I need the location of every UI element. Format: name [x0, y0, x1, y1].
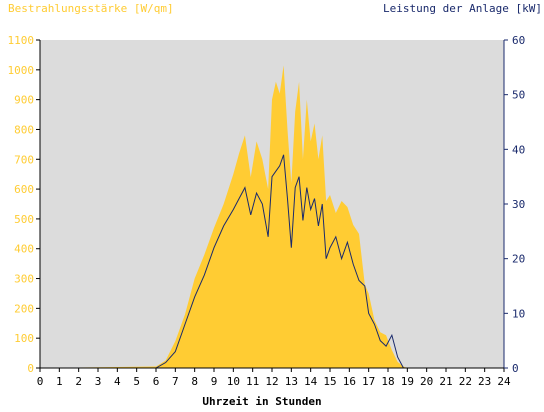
- x-tick-label: 17: [362, 375, 375, 388]
- right-tick-label: 10: [512, 307, 525, 320]
- left-tick-label: 300: [14, 273, 34, 286]
- left-tick-label: 700: [14, 153, 34, 166]
- x-tick-label: 2: [75, 375, 82, 388]
- left-tick-label: 500: [14, 213, 34, 226]
- left-tick-label: 200: [14, 302, 34, 315]
- power-line: [40, 154, 504, 369]
- right-tick-label: 0: [512, 362, 519, 375]
- x-tick-label: 23: [478, 375, 491, 388]
- x-tick-label: 19: [401, 375, 414, 388]
- left-tick-label: 1000: [8, 64, 35, 77]
- x-tick-label: 22: [459, 375, 472, 388]
- x-tick-label: 4: [114, 375, 121, 388]
- x-tick-label: 6: [153, 375, 160, 388]
- left-axis-title: Bestrahlungsstärke [W/qm]: [8, 2, 174, 15]
- left-tick-label: 400: [14, 243, 34, 256]
- left-tick-label: 800: [14, 123, 34, 136]
- left-tick-label: 0: [27, 362, 34, 375]
- right-tick-label: 30: [512, 198, 525, 211]
- ticks-layer: 0 1 2 3 4 5 6 7 8 9 10 11 12 13 14 15 16 17 18 19 20 21 22 23 24…: [8, 34, 526, 388]
- x-tick-label: 13: [285, 375, 298, 388]
- x-tick-label: 1: [56, 375, 63, 388]
- x-tick-label: 3: [95, 375, 102, 388]
- x-axis-title: Uhrzeit in Stunden: [202, 395, 321, 408]
- left-tick-label: 900: [14, 94, 34, 107]
- left-tick-label: 1100: [8, 34, 35, 47]
- x-tick-label: 8: [191, 375, 198, 388]
- right-tick-label: 40: [512, 143, 525, 156]
- x-tick-label: 20: [420, 375, 433, 388]
- x-tick-label: 11: [246, 375, 259, 388]
- x-tick-label: 5: [133, 375, 140, 388]
- x-tick-label: 21: [439, 375, 452, 388]
- x-tick-label: 7: [172, 375, 179, 388]
- x-tick-label: 12: [265, 375, 278, 388]
- right-axis-title: Leistung der Anlage [kW]: [383, 2, 542, 15]
- x-tick-label: 16: [343, 375, 356, 388]
- left-tick-label: 600: [14, 183, 34, 196]
- x-tick-label: 14: [304, 375, 318, 388]
- right-tick-label: 50: [512, 89, 525, 102]
- right-tick-label: 60: [512, 34, 525, 47]
- x-tick-label: 9: [211, 375, 218, 388]
- series-layer: [40, 65, 504, 369]
- irradiance-area: [40, 65, 504, 368]
- left-tick-label: 100: [14, 332, 34, 345]
- x-tick-label: 24: [497, 375, 511, 388]
- x-tick-label: 15: [323, 375, 336, 388]
- x-tick-label: 10: [227, 375, 240, 388]
- x-tick-label: 0: [37, 375, 44, 388]
- right-tick-label: 20: [512, 253, 525, 266]
- x-tick-label: 18: [381, 375, 394, 388]
